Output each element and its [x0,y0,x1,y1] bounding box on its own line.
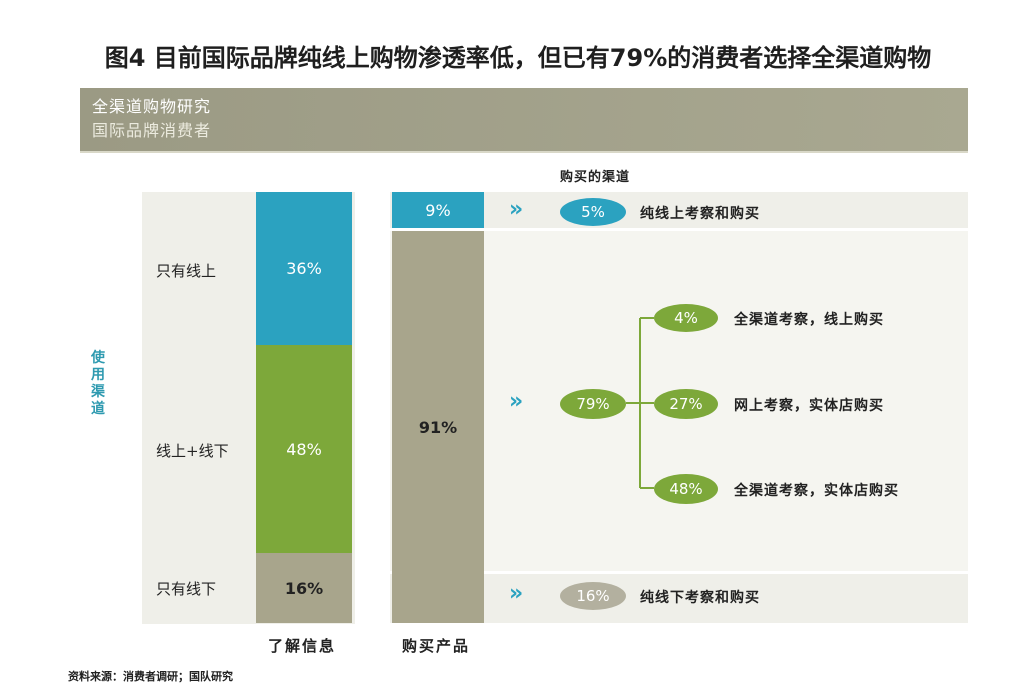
usage-channel-label: 使用渠道 [91,350,105,417]
bar-online-only-value: 36% [286,259,322,278]
purchase-main-value: 91% [418,417,458,437]
bar-omni: 48% [256,345,352,553]
pill-omni-total: 79% [560,389,626,419]
purchase-bar-main: 91% [392,231,484,623]
bar-online-only: 36% [256,192,352,345]
online-purchase-row [390,192,968,228]
pill-omni-online-buy-value: 4% [674,309,698,327]
channel-label-online-only: 只有线上 [156,262,217,280]
arrow-icon: » [509,581,523,606]
pill-offline-only-value: 16% [576,587,610,605]
arrow-icon: » [509,197,523,222]
desc-web-offline-buy: 网上考察，实体店购买 [734,398,884,414]
desc-offline-only: 纯线下考察和购买 [640,590,760,606]
bar-omni-value: 48% [286,439,322,459]
purchase-channel-header: 购买的渠道 [560,170,631,185]
pill-web-offline-buy: 27% [654,389,718,419]
banner-subtitle: 国际品牌消费者 [92,121,212,140]
pill-omni-offline-buy: 48% [654,474,718,504]
arrow-icon: » [509,389,523,414]
info-footer-label: 了解信息 [268,637,337,655]
offline-purchase-row [390,574,968,623]
channel-label-omni: 线上+线下 [156,442,229,460]
desc-omni-online-buy: 全渠道考察，线上购买 [734,312,884,328]
header-banner: 全渠道购物研究 国际品牌消费者 [80,88,968,154]
pill-omni-offline-buy-value: 48% [669,480,703,498]
channel-label-offline-only: 只有线下 [156,580,217,598]
desc-online-only: 纯线上考察和购买 [640,206,760,222]
purchase-footer-label: 购买产品 [402,637,471,655]
pill-offline-only: 16% [560,582,626,610]
pill-online-only-value: 5% [581,203,605,221]
branch-connector [626,317,654,489]
source-note: 资料来源：消费者调研；国队研究 [68,670,233,683]
pill-omni-total-value: 79% [576,395,610,413]
pill-online-only: 5% [560,198,626,226]
banner-title: 全渠道购物研究 [92,97,212,116]
purchase-top-value: 9% [425,200,451,220]
pill-omni-online-buy: 4% [654,304,718,332]
figure-title: 图4 目前国际品牌纯线上购物渗透率低，但已有79%的消费者选择全渠道购物 [104,44,932,72]
desc-omni-offline-buy: 全渠道考察，实体店购买 [734,483,899,499]
bar-offline-only: 16% [256,553,352,623]
purchase-bar-top: 9% [392,192,484,228]
bar-offline-only-value: 16% [284,578,324,598]
pill-web-offline-buy-value: 27% [669,395,703,413]
